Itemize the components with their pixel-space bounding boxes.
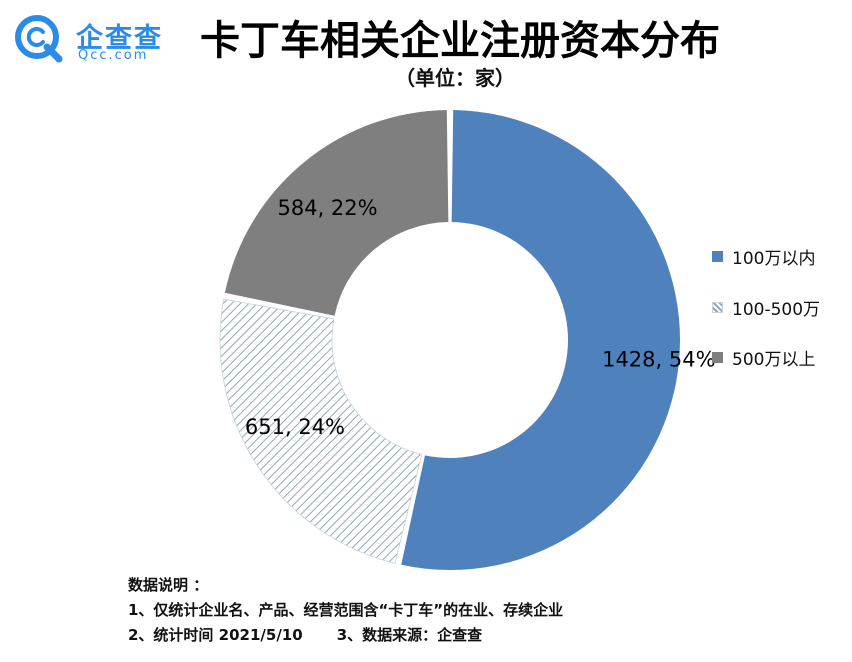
donut-slice-2 bbox=[219, 298, 423, 564]
legend-item-under-1m: 100万以内 bbox=[712, 245, 816, 269]
legend-swatch-over-5m bbox=[712, 351, 723, 363]
legend-item-over-5m: 500万以上 bbox=[712, 346, 816, 370]
legend-label: 500万以上 bbox=[732, 349, 816, 370]
qcc-logo-icon bbox=[15, 15, 63, 63]
notes-line-1: 1、仅统计企业名、产品、经营范围含“卡丁车”的在业、存续企业 bbox=[128, 601, 564, 619]
notes-line-2a: 2、统计时间 2021/5/10 bbox=[128, 626, 303, 644]
data-label-2: 651, 24% bbox=[245, 415, 345, 439]
notes-heading: 数据说明 ： bbox=[128, 576, 209, 594]
legend-item-1m-5m: 100-500万 bbox=[712, 296, 821, 320]
data-label-1: 1428, 54% bbox=[602, 347, 715, 371]
brand-logo: 企查查 Qcc.com bbox=[12, 12, 162, 66]
legend-swatch-1m-5m bbox=[712, 301, 723, 313]
data-notes: 数据说明 ： 1、仅统计企业名、产品、经营范围含“卡丁车”的在业、存续企业 2、… bbox=[128, 573, 563, 648]
legend-label: 100-500万 bbox=[732, 299, 821, 320]
data-label-3: 584, 22% bbox=[278, 196, 378, 220]
chart-unit: （单位：家） bbox=[395, 66, 515, 90]
chart-title: 卡丁车相关企业注册资本分布 bbox=[200, 18, 720, 64]
donut-slice-1 bbox=[401, 110, 681, 570]
donut-slices bbox=[219, 110, 681, 570]
brand-name-cn: 企查查 bbox=[76, 23, 163, 54]
legend-label: 100万以内 bbox=[732, 248, 816, 269]
legend-swatch-under-1m bbox=[712, 250, 723, 262]
notes-line-2b: 3、数据来源：企查查 bbox=[336, 626, 483, 644]
notes-line-2: 2、统计时间 2021/5/10 3、数据来源：企查查 bbox=[128, 623, 563, 648]
donut-slice-3 bbox=[224, 110, 449, 316]
brand-name-en: Qcc.com bbox=[78, 48, 149, 63]
data-labels: 1428, 54% 651, 24% 584, 22% bbox=[245, 196, 716, 439]
